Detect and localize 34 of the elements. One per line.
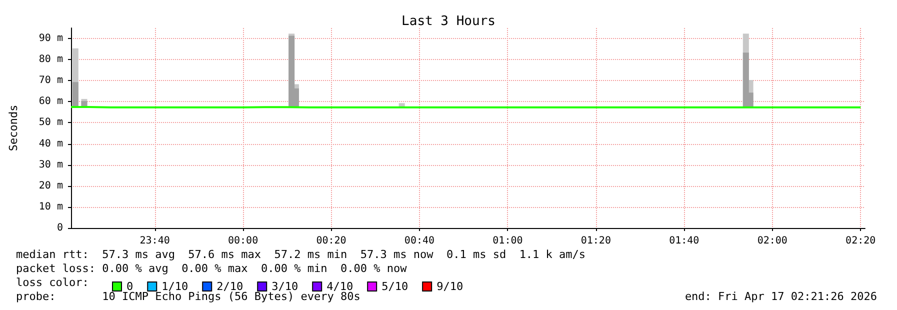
legend-label: 4/10 — [326, 280, 354, 293]
y-tick-label: 10 m — [38, 201, 63, 212]
y-tick-label: 40 m — [38, 138, 63, 150]
legend-label: 5/10 — [382, 280, 408, 293]
text: end: Fri Apr 17 02:21:26 2026 — [684, 290, 877, 303]
x-tick-label: 23:40 — [140, 236, 170, 246]
text: median rtt: 57.3 ms avg 57.6 ms max 57.2 ms min 57.3 ms now 0.1 ms sd 1.1 k am/s — [16, 248, 586, 261]
y-tick-label: 60 m — [38, 96, 63, 108]
x-tick-label: 01:20 — [580, 236, 611, 246]
text: loss color: — [16, 276, 89, 289]
chart-title: Last 3 Hours — [402, 14, 496, 29]
y-tick-label: 0 — [56, 222, 63, 234]
x-tick-label: 01:00 — [492, 236, 523, 246]
x-tick-label: 00:40 — [404, 236, 435, 246]
x-tick-label: 00:00 — [228, 236, 258, 246]
legend-label: 2/10 — [216, 280, 244, 293]
y-axis-title: Seconds — [7, 104, 20, 152]
bar — [72, 82, 78, 108]
x-tick-label: 02:00 — [757, 236, 788, 246]
x-tick-label: 02:20 — [846, 236, 876, 246]
legend-label: 3/10 — [272, 280, 298, 293]
legend-label: 0 — [126, 280, 134, 293]
text: packet loss: 0.00 % avg 0.00 % max 0.00 % min 0.00 % now — [16, 262, 407, 275]
legend-label: 9/10 — [436, 280, 464, 293]
y-tick-label: 50 m — [38, 117, 63, 128]
y-tick-label: 70 m — [38, 75, 63, 86]
x-tick-label: 00:20 — [316, 236, 346, 246]
y-tick-label: 90 m — [38, 33, 63, 44]
y-tick-label: 80 m — [38, 54, 63, 66]
legend-label: 1/10 — [162, 280, 188, 293]
text: probe: 10 ICMP Echo Pings (56 Bytes) every 80s — [16, 290, 360, 303]
y-tick-label: 30 m — [38, 159, 63, 170]
x-tick-label: 01:40 — [669, 236, 700, 246]
y-tick-label: 20 m — [38, 180, 63, 192]
